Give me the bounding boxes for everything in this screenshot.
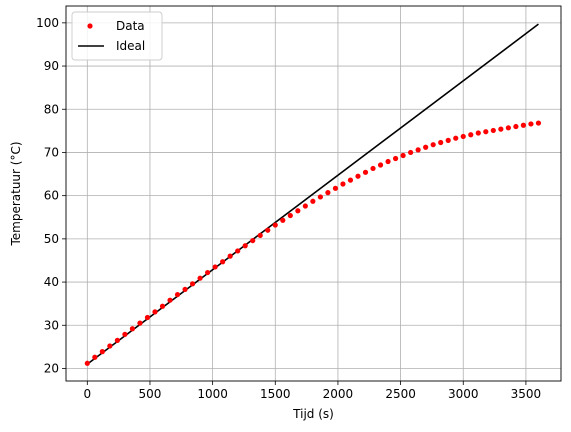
y-tick-label: 60 [44, 189, 59, 203]
data-point [159, 303, 166, 309]
data-point [347, 177, 354, 183]
x-tick-label: 1000 [197, 387, 228, 401]
data-point [310, 198, 316, 204]
data-point [355, 173, 361, 179]
legend-box [71, 11, 163, 61]
data-point [144, 314, 151, 321]
y-tick-label: 80 [44, 102, 59, 116]
data-point [137, 320, 143, 326]
x-tick-label: 3000 [448, 387, 479, 401]
y-tick-label: 100 [36, 16, 59, 30]
data-point [295, 208, 301, 214]
data-point [483, 129, 489, 135]
data-point [114, 337, 120, 343]
grid [66, 6, 561, 381]
data-point [257, 232, 263, 239]
y-tick-label: 40 [44, 275, 59, 289]
data-point [242, 243, 248, 249]
data-point [475, 130, 481, 136]
data-series [84, 120, 542, 366]
x-axis-ticks: 0 500 1000 1500 2000 2500 3000 3500 [83, 381, 541, 401]
data-point [498, 126, 504, 132]
data-point [392, 155, 399, 162]
data-point [423, 144, 429, 150]
data-point [340, 181, 346, 187]
data-point [445, 137, 451, 143]
legend-data-label: Data [116, 19, 145, 33]
data-point [453, 135, 459, 141]
data-point [490, 127, 496, 134]
data-point [317, 194, 323, 200]
data-point [272, 222, 278, 228]
data-point [265, 227, 271, 233]
data-point [377, 162, 384, 168]
data-point [408, 149, 414, 156]
data-point [280, 217, 286, 223]
data-point [99, 349, 105, 355]
data-point [468, 132, 474, 138]
legend-data-marker [87, 23, 93, 29]
plot-frame [65, 5, 562, 382]
y-tick-label: 20 [44, 361, 59, 375]
data-point [430, 142, 436, 148]
data-point [129, 326, 136, 332]
data-point [250, 237, 256, 244]
x-tick-label: 500 [139, 387, 162, 401]
data-point [535, 120, 542, 126]
x-tick-label: 1500 [260, 387, 291, 401]
legend: Data Ideal [71, 11, 163, 61]
data-point [505, 125, 511, 131]
data-point [513, 123, 519, 130]
data-point [92, 354, 98, 360]
data-point [362, 169, 369, 175]
x-tick-label: 0 [83, 387, 91, 401]
data-point [332, 185, 339, 191]
data-point [107, 343, 113, 349]
data-point [438, 139, 444, 146]
data-point [400, 152, 406, 159]
data-point [152, 309, 158, 315]
data-point [182, 286, 188, 293]
x-tick-label: 2500 [385, 387, 416, 401]
y-tick-label: 30 [44, 318, 59, 332]
x-tick-label: 3500 [511, 387, 542, 401]
legend-ideal-label: Ideal [116, 39, 145, 53]
data-point [227, 253, 233, 259]
data-point [385, 158, 391, 165]
data-point [205, 269, 211, 276]
y-tick-label: 50 [44, 232, 59, 246]
y-tick-label: 90 [44, 59, 59, 73]
data-point [325, 190, 331, 196]
data-point [189, 281, 196, 287]
data-point [174, 291, 181, 298]
y-tick-label: 70 [44, 145, 59, 159]
data-point [220, 259, 226, 265]
data-point [460, 133, 466, 140]
x-axis-label: Tijd (s) [292, 407, 334, 421]
data-point [302, 203, 308, 209]
data-point [197, 275, 203, 281]
x-tick-label: 2000 [323, 387, 354, 401]
data-point [528, 121, 534, 127]
y-axis-label: Temperatuur (°C) [9, 141, 23, 246]
data-point [212, 264, 218, 270]
data-point [84, 360, 90, 366]
data-point [520, 122, 527, 128]
y-axis-ticks: 20 30 40 50 60 70 80 90 100 [36, 16, 66, 375]
data-point [370, 165, 376, 172]
data-point [235, 248, 241, 254]
data-point [167, 297, 173, 303]
data-point [122, 331, 128, 337]
data-point [287, 212, 293, 219]
data-point [415, 147, 421, 153]
